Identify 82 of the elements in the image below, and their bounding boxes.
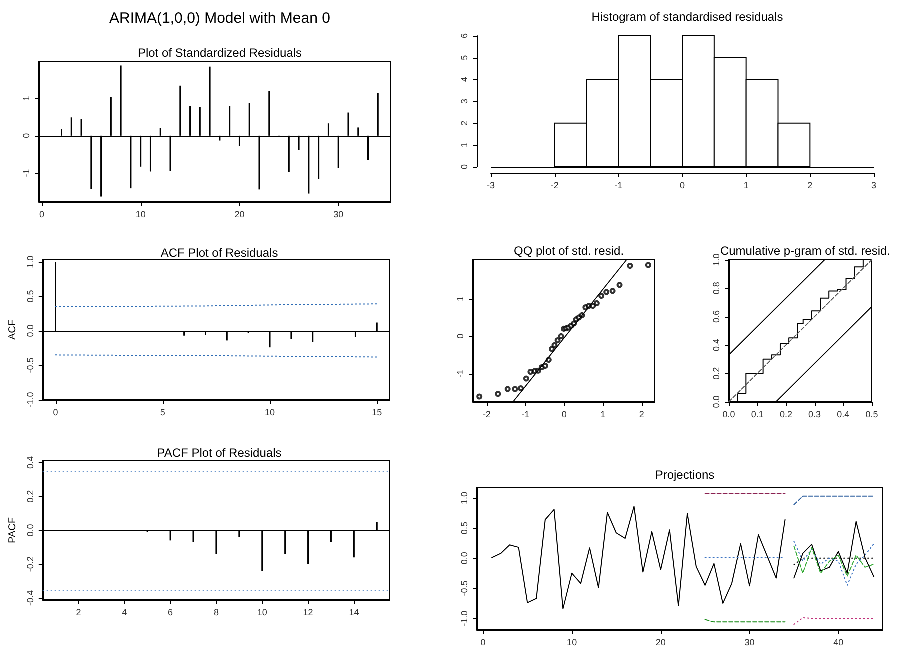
x-tick-label: 2 xyxy=(639,410,644,420)
y-tick-label: -0.5 xyxy=(25,358,36,374)
chart-title: ACF Plot of Residuals xyxy=(160,246,278,260)
y-tick-label: 2 xyxy=(460,120,470,126)
y-tick-label: 0.0 xyxy=(25,524,36,537)
x-tick-label: -1 xyxy=(614,180,623,190)
x-tick-label: 3 xyxy=(871,180,877,190)
y-tick-label: 0.4 xyxy=(25,456,36,469)
chart-subtitle: Plot of Standardized Residuals xyxy=(138,46,302,60)
y-tick-label: -1.0 xyxy=(460,610,470,626)
x-tick-label: 30 xyxy=(334,210,344,220)
y-tick-label: 1.0 xyxy=(25,256,36,268)
y-tick-label: -1 xyxy=(22,169,32,178)
y-tick-label: -0.2 xyxy=(25,556,36,572)
x-tick-label: 1 xyxy=(600,410,606,420)
x-tick-label: 2 xyxy=(808,180,813,190)
x-tick-label: -3 xyxy=(486,180,496,190)
x-tick-label: 0 xyxy=(680,180,686,190)
x-tick-label: 6 xyxy=(168,608,174,618)
x-tick-label: -2 xyxy=(482,410,491,420)
x-tick-label: 10 xyxy=(136,210,146,220)
x-tick-label: -1 xyxy=(522,410,530,420)
x-tick-label: 0 xyxy=(480,638,486,648)
x-tick-label: 0.5 xyxy=(866,410,878,420)
x-tick-label: 40 xyxy=(834,638,844,648)
x-tick-label: 5 xyxy=(160,408,166,418)
x-tick-label: 20 xyxy=(656,638,666,648)
chart-title: Projections xyxy=(655,468,715,482)
x-tick-label: 10 xyxy=(265,408,276,418)
x-tick-label: 0.4 xyxy=(837,410,850,420)
x-tick-label: 4 xyxy=(122,608,128,618)
y-tick-label: 0.2 xyxy=(712,367,722,380)
y-tick-label: 1 xyxy=(22,96,32,102)
y-tick-label: 3 xyxy=(460,98,470,104)
chart-title: QQ plot of std. resid. xyxy=(514,244,624,258)
x-tick-label: 0.2 xyxy=(780,410,792,420)
x-tick-label: 12 xyxy=(303,608,314,618)
y-tick-label: 0.5 xyxy=(25,290,36,303)
y-tick-label: 0.5 xyxy=(460,522,470,535)
x-tick-label: 0.0 xyxy=(722,410,736,420)
y-tick-label: 0 xyxy=(460,164,470,170)
y-tick-label: 1.0 xyxy=(712,254,722,266)
x-tick-label: 2 xyxy=(76,608,82,618)
y-tick-label: -0.5 xyxy=(460,580,470,596)
x-tick-label: 0 xyxy=(39,210,44,220)
x-tick-label: 30 xyxy=(744,638,755,648)
y-tick-label: 1 xyxy=(460,142,470,148)
y-axis-title: ACF xyxy=(8,320,18,340)
y-tick-label: 0.2 xyxy=(25,490,36,503)
x-tick-label: 20 xyxy=(234,210,245,220)
y-tick-label: 0.6 xyxy=(712,310,722,324)
y-tick-label: 0.0 xyxy=(712,396,722,408)
y-tick-label: -1 xyxy=(456,370,466,378)
y-tick-label: 5 xyxy=(460,55,470,60)
y-tick-label: -0.4 xyxy=(25,590,36,606)
chart-title: Cumulative p-gram of std. resid. xyxy=(720,244,891,258)
x-tick-label: 10 xyxy=(567,638,578,648)
chart-title: Histogram of standardised residuals xyxy=(592,10,784,24)
x-tick-label: 1 xyxy=(744,180,749,190)
y-tick-label: 1 xyxy=(456,296,466,302)
x-tick-label: 15 xyxy=(372,408,382,418)
y-tick-label: 0.4 xyxy=(712,338,722,352)
y-axis-title: PACF xyxy=(8,518,18,544)
x-tick-label: -2 xyxy=(550,180,559,190)
x-tick-label: 0.1 xyxy=(751,410,764,420)
x-tick-label: 0 xyxy=(562,410,567,420)
x-tick-label: 0.3 xyxy=(808,410,822,420)
chart-title: ARIMA(1,0,0) Model with Mean 0 xyxy=(110,10,330,27)
y-tick-label: 0 xyxy=(456,334,466,339)
y-tick-label: 4 xyxy=(460,77,470,82)
y-tick-label: 0 xyxy=(22,133,32,138)
x-tick-label: 8 xyxy=(214,608,219,618)
y-tick-label: 6 xyxy=(460,33,470,39)
chart-title: PACF Plot of Residuals xyxy=(157,446,282,460)
y-tick-label: 1.0 xyxy=(460,492,470,504)
y-tick-label: 0.0 xyxy=(25,324,36,338)
y-tick-label: -1.0 xyxy=(25,392,36,408)
x-tick-label: 10 xyxy=(257,608,268,618)
x-tick-label: 14 xyxy=(349,608,360,618)
y-tick-label: 0.8 xyxy=(712,282,722,295)
y-tick-label: 0.0 xyxy=(460,552,470,565)
x-tick-label: 0 xyxy=(53,408,58,418)
